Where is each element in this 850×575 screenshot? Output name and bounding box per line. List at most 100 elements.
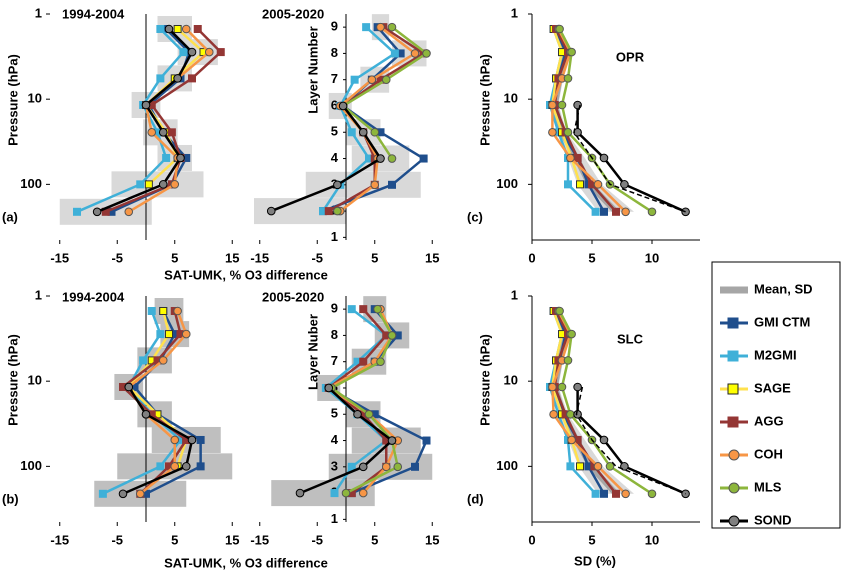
series-line <box>329 308 400 495</box>
y-tick-label: 10 <box>504 373 518 388</box>
y-tick-label: 8 <box>331 327 338 342</box>
marker <box>188 74 196 83</box>
legend-marker <box>727 416 739 428</box>
x-tick-label: 0 <box>528 250 535 265</box>
y-tick-label: 10 <box>504 91 518 106</box>
marker <box>387 154 397 163</box>
marker <box>393 462 403 472</box>
marker <box>367 75 377 84</box>
marker <box>566 153 575 163</box>
x-tick-label: 0 <box>528 532 535 547</box>
y-axis-title: Pressure (hPa) <box>477 334 492 426</box>
y-tick-label: 6 <box>331 97 338 112</box>
y-tick-label: 8 <box>331 45 338 60</box>
y-tick-label: 1 <box>35 5 42 20</box>
marker <box>324 383 334 393</box>
marker <box>124 382 134 392</box>
marker <box>387 22 397 32</box>
y-tick-label: 100 <box>496 458 518 473</box>
y-tick-label: 1 <box>511 287 518 302</box>
marker <box>176 153 185 163</box>
y-tick-label: 3 <box>331 458 338 473</box>
legend-marker <box>728 449 740 461</box>
series-line <box>326 308 388 495</box>
y-axis-title: Layer Number <box>305 26 320 113</box>
marker <box>165 330 173 339</box>
marker <box>141 100 151 110</box>
marker <box>599 153 609 163</box>
marker <box>362 23 371 32</box>
marker <box>555 24 564 34</box>
marker <box>173 24 182 33</box>
marker <box>341 488 351 498</box>
marker <box>548 128 557 137</box>
series-line <box>551 28 627 213</box>
marker <box>295 488 305 498</box>
panel: 1 10 100 0 5 10 OPR (c) Pressure (hPa) <box>467 5 700 265</box>
marker <box>376 357 385 366</box>
marker <box>181 24 191 34</box>
legend-label: MLS <box>754 479 782 494</box>
marker <box>187 47 197 57</box>
marker <box>358 488 368 498</box>
series-line <box>553 310 617 495</box>
marker <box>621 489 630 499</box>
marker <box>118 489 128 499</box>
sd-band <box>551 28 634 212</box>
marker <box>573 382 582 392</box>
y-tick-label: 9 <box>331 301 338 316</box>
marker <box>170 180 180 189</box>
x-tick-label: -5 <box>311 532 323 547</box>
panel-title: SLC <box>617 331 644 346</box>
x-tick-label: 5 <box>171 250 178 265</box>
panel-label: (a) <box>2 209 18 224</box>
y-axis-title: Pressure (hPa) <box>477 54 492 146</box>
marker <box>156 330 165 339</box>
marker <box>567 329 576 339</box>
x-tick-label: 5 <box>588 250 595 265</box>
marker <box>647 207 657 217</box>
marker <box>92 207 102 217</box>
marker <box>353 409 362 419</box>
marker <box>324 207 333 216</box>
x-axis-title: SD (%) <box>574 553 616 568</box>
sd-band <box>551 310 634 494</box>
marker <box>591 207 600 216</box>
legend-label: M2GMI <box>754 347 797 362</box>
series-line <box>105 28 223 213</box>
marker <box>330 489 339 498</box>
panel-title: 1994-2004 <box>62 6 125 21</box>
y-tick-label: 1 <box>331 511 338 526</box>
y-axis-title: Layer Nuber <box>305 314 320 390</box>
marker <box>187 435 197 445</box>
marker <box>156 462 165 471</box>
marker <box>333 180 342 190</box>
marker <box>359 305 368 314</box>
x-tick-label: 5 <box>371 532 378 547</box>
y-tick-label: 7 <box>331 71 338 86</box>
marker <box>158 356 168 365</box>
marker <box>600 207 608 216</box>
y-tick-label: 100 <box>20 458 42 473</box>
legend-label: SOND <box>754 512 792 527</box>
marker <box>419 154 428 163</box>
marker <box>158 128 168 137</box>
y-tick-label: 100 <box>496 176 518 191</box>
x-tick-label: -5 <box>111 532 123 547</box>
series-line <box>558 310 653 495</box>
y-tick-label: 1 <box>35 287 42 302</box>
x-tick-label: -5 <box>311 250 323 265</box>
marker <box>196 435 205 444</box>
series-line <box>132 310 202 495</box>
marker <box>373 304 382 314</box>
series-line <box>96 28 194 213</box>
marker <box>422 436 431 445</box>
panel-label: (c) <box>467 209 483 224</box>
marker <box>144 180 153 189</box>
x-tick-label: 5 <box>371 250 378 265</box>
x-tick-label: 15 <box>425 532 439 547</box>
marker <box>173 74 182 83</box>
marker <box>376 154 385 163</box>
